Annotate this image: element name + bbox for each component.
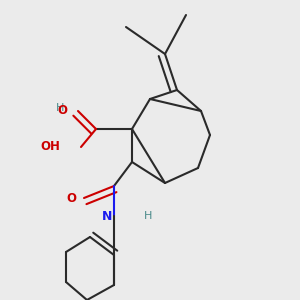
Text: H: H <box>56 103 64 113</box>
Text: N: N <box>102 209 112 223</box>
Text: H: H <box>144 211 152 221</box>
Text: OH: OH <box>40 140 60 154</box>
Text: O: O <box>67 191 76 205</box>
Text: O: O <box>58 104 68 118</box>
